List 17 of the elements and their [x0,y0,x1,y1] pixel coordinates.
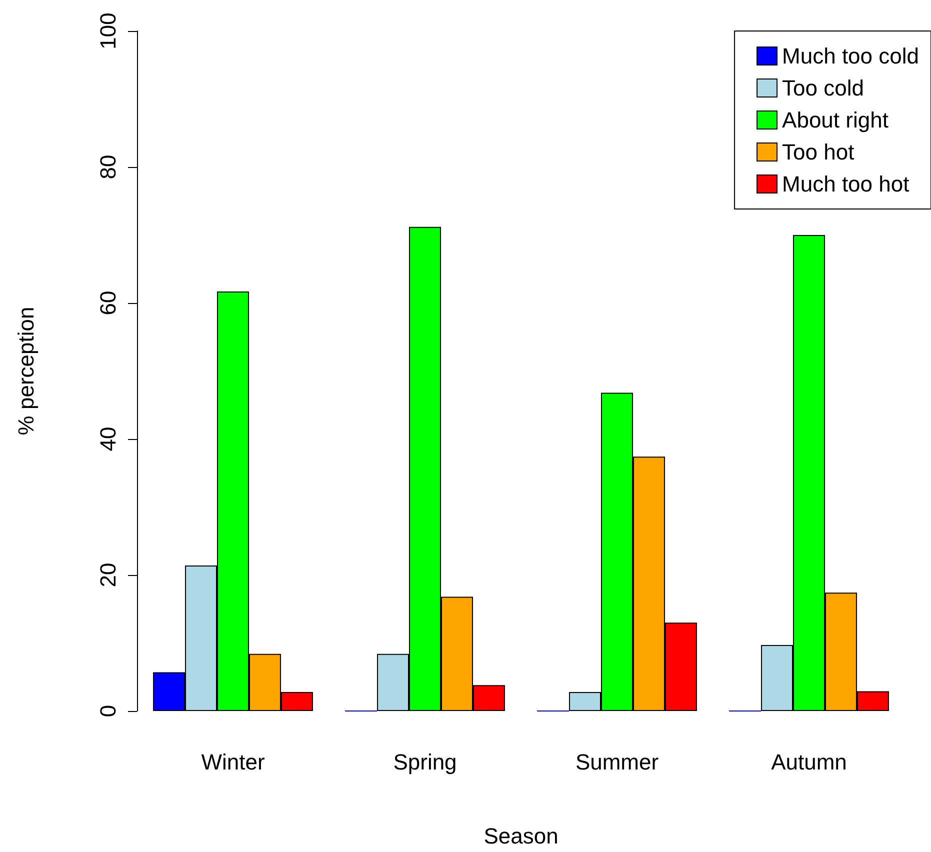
legend-label: About right [782,108,888,132]
x-tick-label: Spring [393,750,457,774]
x-tick-label: Summer [575,750,659,774]
legend-label: Too cold [782,76,864,100]
x-axis-title: Season [484,824,558,848]
y-tick-label: 60 [96,290,120,316]
legend-label: Much too cold [782,44,920,68]
y-tick-label: 80 [96,154,120,180]
legend-label: Too hot [782,140,854,164]
y-tick-label: 0 [96,704,120,718]
y-tick-label: 20 [96,562,120,588]
y-tick-label: 100 [96,12,120,50]
legend-label: Much too hot [782,172,910,196]
y-tick-label: 40 [96,426,120,452]
x-tick-label: Winter [201,750,265,774]
x-tick-label: Autumn [771,750,847,774]
y-axis-title: % perception [14,306,38,436]
